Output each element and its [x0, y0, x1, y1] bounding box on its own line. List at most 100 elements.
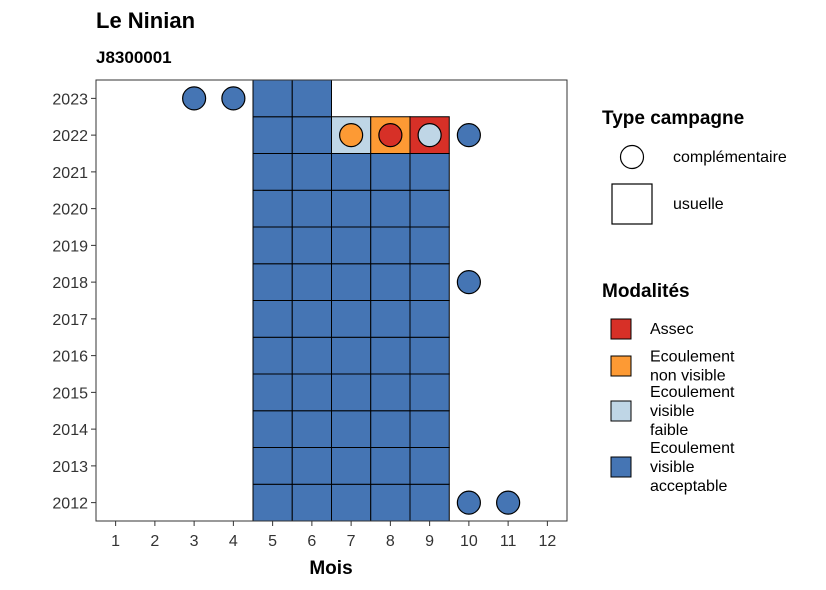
- y-tick-label-2014: 2014: [52, 422, 88, 439]
- tile-2020-6: [291, 189, 332, 228]
- legend-type-title: Type campagne: [602, 108, 744, 129]
- tile-2016-8: [370, 336, 411, 375]
- x-tick-label-7: 7: [347, 533, 356, 550]
- tile-2015-8: [370, 373, 411, 412]
- x-tick-label-9: 9: [425, 533, 434, 550]
- y-tick-label-2020: 2020: [52, 202, 88, 219]
- legend-label-ecoulement-non-visible: Ecoulement non visible: [650, 349, 735, 385]
- y-tick-label-2021: 2021: [52, 165, 88, 182]
- point-2023-4: [221, 86, 246, 111]
- legend-type-campagne: Type campagne complémentaire usuelle: [602, 108, 787, 225]
- point-2022-9: [417, 123, 442, 148]
- tile-2020-7: [331, 189, 372, 228]
- chart-title: Le Ninian: [96, 8, 195, 33]
- tile-2014-5: [252, 410, 293, 448]
- legend-key-ecoulement-visible-faible: [610, 400, 632, 422]
- y-tick-label-2023: 2023: [52, 91, 88, 108]
- tile-2016-5: [252, 336, 293, 375]
- y-tick-label-2017: 2017: [52, 312, 88, 329]
- tile-2019-9: [409, 226, 450, 265]
- tile-2017-8: [370, 300, 411, 338]
- y-tick-label-2016: 2016: [52, 349, 88, 366]
- legend-key-assec: [610, 318, 632, 340]
- tile-2021-8: [370, 153, 411, 191]
- tile-2013-9: [409, 447, 450, 485]
- tile-2014-8: [370, 410, 411, 448]
- legend-key-usuelle: [611, 183, 653, 225]
- tile-2012-6: [291, 483, 332, 522]
- y-axis: 2012 2013 2014 2015 2016 2017 2018 2019 2020 2021…: [52, 91, 96, 513]
- x-axis-title: Mois: [309, 558, 352, 579]
- tile-2023-5: [252, 79, 293, 118]
- tile-2021-5: [252, 153, 293, 191]
- tile-2016-9: [409, 336, 450, 375]
- tile-2017-9: [409, 300, 450, 338]
- tile-2012-5: [252, 483, 293, 522]
- tile-2020-9: [409, 189, 450, 228]
- tile-2019-7: [331, 226, 372, 265]
- tile-2020-5: [252, 189, 293, 228]
- legend-label-ecoulement-visible-faible: Ecoulement visible faible: [650, 384, 735, 439]
- tile-2012-7: [331, 483, 372, 522]
- chart-subtitle: J8300001: [96, 48, 172, 67]
- x-axis: 1 2 3 4 5 6 7 8 9 10 11 12: [111, 521, 556, 550]
- point-2022-7: [339, 123, 364, 148]
- legend-modalites-title: Modalités: [602, 281, 690, 302]
- x-tick-label-5: 5: [268, 533, 277, 550]
- y-tick-label-2018: 2018: [52, 275, 88, 292]
- legend-modalites: Modalités Assec Ecoulement non visibleEcoul…: [602, 281, 735, 495]
- tile-2021-9: [409, 153, 450, 191]
- point-2023-3: [182, 86, 207, 111]
- tile-2013-7: [331, 447, 372, 485]
- point-2012-11: [496, 490, 521, 515]
- tile-2018-9: [409, 263, 450, 301]
- x-tick-label-10: 10: [460, 533, 478, 550]
- y-tick-label-2012: 2012: [52, 496, 88, 513]
- tile-2018-5: [252, 263, 293, 301]
- tile-2012-9: [409, 483, 450, 522]
- tile-2015-7: [331, 373, 372, 412]
- tile-2018-8: [370, 263, 411, 301]
- y-tick-label-2015: 2015: [52, 385, 88, 402]
- tile-2013-8: [370, 447, 411, 485]
- tile-2018-6: [291, 263, 332, 301]
- x-tick-label-8: 8: [386, 533, 395, 550]
- legend-key-complementaire: [619, 144, 645, 170]
- legend-key-ecoulement-non-visible: [610, 355, 632, 377]
- y-tick-label-2013: 2013: [52, 459, 88, 476]
- x-tick-label-6: 6: [307, 533, 316, 550]
- legend-label-complementaire: complémentaire: [673, 149, 787, 166]
- tile-2018-7: [331, 263, 372, 301]
- tile-2012-8: [370, 483, 411, 522]
- legend-key-ecoulement-visible-acceptable: [610, 456, 632, 478]
- tile-2013-5: [252, 447, 293, 485]
- tile-2017-7: [331, 300, 372, 338]
- y-tick-label-2022: 2022: [52, 128, 88, 145]
- tile-2017-5: [252, 300, 293, 338]
- tile-2022-6: [291, 116, 332, 154]
- tile-2020-8: [370, 189, 411, 228]
- tile-2016-6: [291, 336, 332, 375]
- x-tick-label-12: 12: [538, 533, 556, 550]
- tile-2013-6: [291, 447, 332, 485]
- point-2022-8: [378, 123, 403, 148]
- legend-label-usuelle: usuelle: [673, 196, 724, 213]
- x-tick-label-1: 1: [111, 533, 120, 550]
- plot-border: [95, 79, 568, 522]
- x-tick-label-11: 11: [500, 533, 517, 550]
- x-tick-label-4: 4: [229, 533, 238, 550]
- point-2022-10: [456, 123, 481, 148]
- tile-2014-6: [291, 410, 332, 448]
- tile-2019-5: [252, 226, 293, 265]
- legend-label-assec: Assec: [650, 321, 694, 338]
- tile-2022-5: [252, 116, 293, 154]
- plot-circles: [182, 86, 521, 515]
- tile-2016-7: [331, 336, 372, 375]
- point-2012-10: [456, 490, 481, 515]
- y-tick-label-2019: 2019: [52, 238, 88, 255]
- tile-2019-8: [370, 226, 411, 265]
- tile-2014-9: [409, 410, 450, 448]
- x-tick-label-3: 3: [190, 533, 199, 550]
- tile-2017-6: [291, 300, 332, 338]
